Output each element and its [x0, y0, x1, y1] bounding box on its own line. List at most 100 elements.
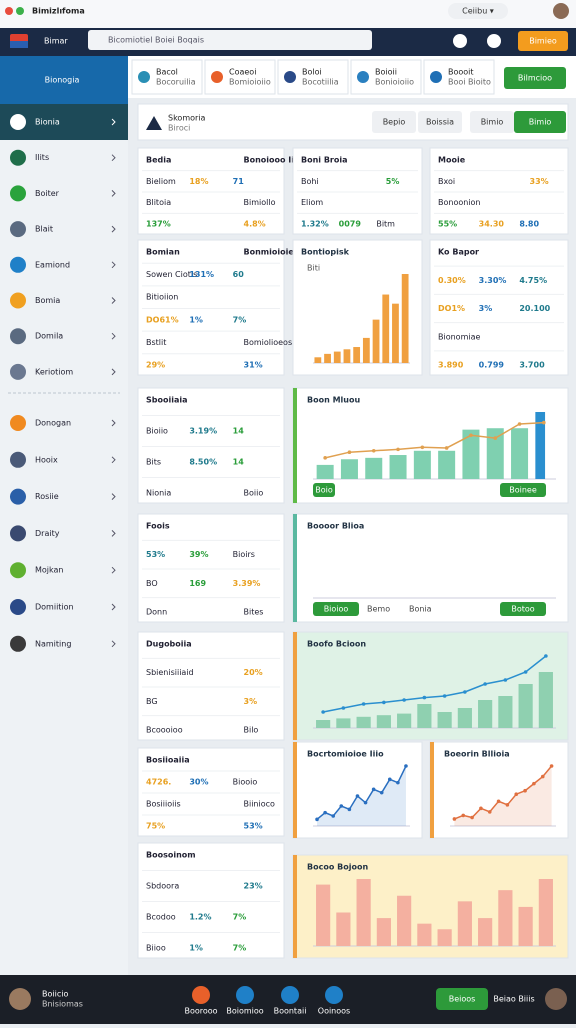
sidebar-icon — [10, 292, 26, 309]
card-value: 18% — [189, 177, 208, 186]
sidebar-label: Namiting — [35, 639, 71, 648]
tile-icon — [138, 71, 150, 83]
chart-button[interactable] — [313, 602, 359, 616]
icon[interactable] — [453, 34, 467, 48]
header-button[interactable] — [514, 111, 566, 133]
bar — [376, 918, 391, 946]
card-label: BO — [146, 579, 158, 588]
chevron — [111, 456, 116, 464]
nav-icon[interactable] — [325, 986, 343, 1004]
card-label: Bimiollo — [244, 198, 276, 207]
tile-icon — [357, 71, 369, 83]
header-button[interactable] — [418, 111, 462, 133]
header-button-text: Bimio — [529, 118, 552, 127]
sidebar-icon — [10, 488, 26, 505]
point — [517, 422, 522, 426]
point — [540, 774, 545, 779]
header-button[interactable] — [372, 111, 416, 133]
bar — [362, 337, 370, 363]
nav-button[interactable] — [518, 31, 568, 51]
card-value: 8.50% — [189, 458, 217, 467]
point — [470, 815, 474, 820]
point — [323, 456, 327, 460]
point — [387, 777, 392, 782]
bottom-button[interactable] — [436, 988, 488, 1010]
nav-icon[interactable] — [236, 986, 254, 1004]
point — [355, 794, 360, 798]
chevron — [111, 297, 116, 304]
bar — [397, 713, 412, 728]
tile-button[interactable] — [504, 67, 566, 89]
chart-title: Boofo Bcioon — [307, 640, 366, 649]
point — [396, 447, 400, 452]
header-button[interactable] — [470, 111, 514, 133]
card-value: 53% — [146, 550, 165, 559]
nav-label: Boiomioo — [226, 1007, 263, 1016]
card-title: Bomian — [146, 248, 180, 257]
bar — [535, 412, 546, 479]
user-avatar — [545, 988, 567, 1010]
sidebar-label: Draity — [35, 529, 60, 538]
bar — [401, 274, 409, 363]
point — [315, 817, 319, 822]
icon[interactable] — [487, 34, 501, 48]
card-label: Sbdoora — [146, 882, 179, 891]
status-pill[interactable] — [448, 3, 508, 19]
bar — [437, 712, 452, 728]
card-value: 3.39% — [233, 579, 261, 588]
point — [341, 706, 346, 710]
area — [317, 766, 406, 826]
card-value: DO1% — [438, 304, 465, 313]
card-value: 7% — [233, 913, 247, 922]
card-value: 3.30% — [479, 276, 507, 285]
card — [137, 747, 285, 837]
chevron — [111, 603, 116, 611]
chart-title: Boeorin Bllioia — [444, 750, 510, 759]
point — [321, 710, 325, 714]
bar — [498, 696, 513, 728]
bar — [457, 708, 472, 728]
bar — [365, 457, 383, 479]
tile-icon — [430, 71, 442, 83]
point — [442, 694, 447, 698]
chart-button[interactable] — [313, 483, 335, 497]
card-value: 55% — [438, 220, 457, 229]
card-value: 3.700 — [519, 361, 545, 370]
search-box[interactable] — [88, 30, 372, 50]
chart-button[interactable] — [500, 602, 546, 616]
card-label: Bionomiae — [438, 332, 480, 341]
bar — [478, 700, 493, 728]
card-value: 20.100 — [519, 304, 550, 313]
header-title: Skomoria — [168, 114, 206, 123]
chart-title: Boooor Blioa — [307, 522, 364, 531]
point — [422, 695, 427, 700]
nav-icon[interactable] — [192, 986, 210, 1004]
tile-sub: Booi Bioito — [448, 78, 491, 87]
bar — [413, 450, 431, 479]
bar — [340, 459, 358, 479]
card — [429, 147, 569, 235]
sidebar-label: Keriotiom — [35, 367, 73, 376]
header-button-text: Bepio — [383, 118, 406, 127]
nav-icon[interactable] — [281, 986, 299, 1004]
card-value: 20% — [244, 668, 263, 677]
bar — [486, 428, 504, 479]
card-label: Bonoonion — [438, 198, 481, 207]
card-label: Blitoia — [146, 198, 171, 207]
bar — [437, 929, 452, 946]
point — [542, 420, 546, 425]
card-value: 29% — [146, 361, 165, 370]
point — [523, 788, 527, 793]
line — [322, 655, 547, 713]
chevron — [111, 190, 116, 197]
chart-card — [429, 741, 569, 839]
point — [549, 764, 554, 768]
bar — [498, 890, 513, 946]
bar — [478, 918, 493, 946]
point — [463, 690, 467, 694]
bar — [417, 704, 432, 728]
chevron — [111, 118, 116, 126]
card-title: Boosoinom — [146, 851, 196, 860]
bar — [389, 455, 407, 479]
chart-button[interactable] — [500, 483, 546, 497]
